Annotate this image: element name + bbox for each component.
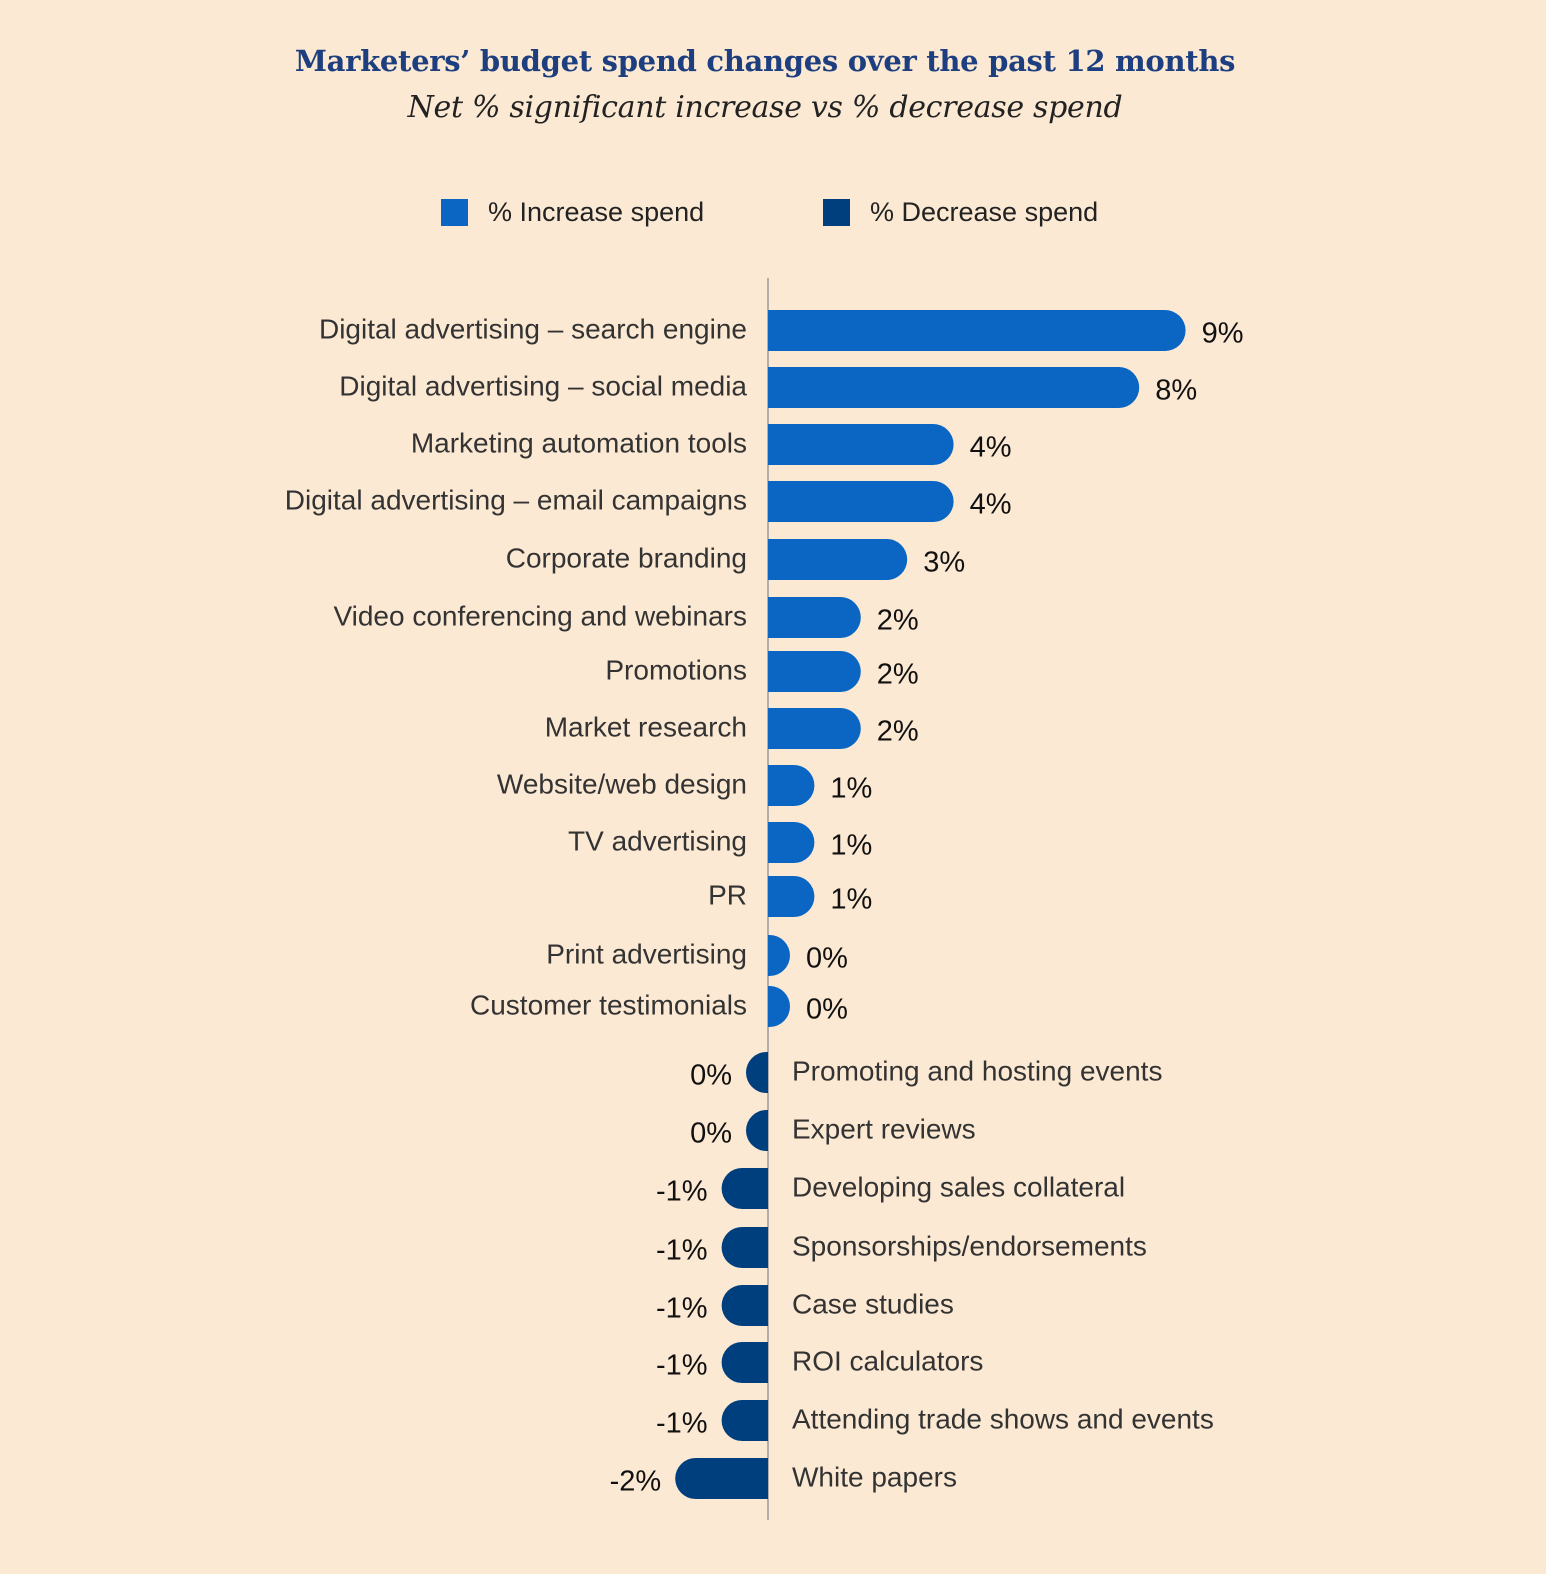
legend-item-decrease: % Decrease spend [823, 196, 1098, 228]
category-label: Promoting and hosting events [792, 1056, 1162, 1087]
value-label: 2% [877, 605, 919, 637]
category-label: Expert reviews [792, 1114, 976, 1145]
legend-label-decrease: % Decrease spend [870, 196, 1099, 227]
category-label: Digital advertising – email campaigns [285, 485, 747, 516]
category-label: ROI calculators [792, 1346, 983, 1377]
value-label: 1% [830, 884, 872, 916]
bar-increase [768, 651, 861, 692]
bar-increase [768, 986, 790, 1027]
category-label: Print advertising [546, 939, 747, 970]
bar-increase [768, 822, 815, 863]
bar-decrease [746, 1110, 768, 1151]
chart-title: Marketers’ budget spend changes over the… [294, 44, 1236, 78]
legend-label-increase: % Increase spend [488, 196, 705, 227]
bar-increase [768, 367, 1140, 408]
category-label: Promotions [605, 655, 747, 686]
value-label: 4% [970, 489, 1012, 521]
bar-increase [768, 597, 861, 638]
value-label: 8% [1155, 375, 1197, 407]
bar-decrease [721, 1342, 768, 1383]
category-label: White papers [792, 1462, 957, 1493]
category-label: Attending trade shows and events [792, 1404, 1214, 1435]
bar-increase [768, 310, 1186, 351]
bar-decrease [675, 1458, 768, 1499]
bar-increase [768, 539, 908, 580]
bar-decrease [721, 1168, 768, 1209]
value-label: -1% [656, 1176, 708, 1208]
category-label: Market research [545, 712, 747, 743]
value-label: 0% [690, 1118, 732, 1150]
category-label: Video conferencing and webinars [333, 601, 747, 632]
bar-increase [768, 765, 815, 806]
value-label: -2% [610, 1466, 662, 1498]
value-label: 9% [1202, 318, 1244, 350]
bar-decrease [721, 1400, 768, 1441]
value-label: 1% [830, 830, 872, 862]
bar-increase [768, 424, 954, 465]
bar-decrease [721, 1285, 768, 1326]
bar-increase [768, 708, 861, 749]
value-label: -1% [656, 1293, 708, 1325]
category-label: Digital advertising – search engine [319, 314, 747, 345]
category-label: Customer testimonials [470, 990, 747, 1021]
bar-increase [768, 480, 954, 522]
value-label: -1% [656, 1350, 708, 1382]
category-label: Digital advertising – social media [339, 371, 747, 402]
value-label: 0% [806, 994, 848, 1026]
legend-swatch-decrease [823, 198, 850, 226]
category-label: TV advertising [568, 826, 747, 857]
chart-subtitle: Net % significant increase vs % decrease… [407, 90, 1123, 125]
bar-increase [768, 935, 790, 976]
category-label: Marketing automation tools [411, 428, 747, 459]
value-label: 3% [923, 547, 965, 579]
category-label: Sponsorships/endorsements [792, 1231, 1147, 1262]
category-label: PR [708, 880, 747, 911]
value-label: -1% [656, 1235, 708, 1267]
value-label: -1% [656, 1408, 708, 1440]
bar-decrease [746, 1052, 768, 1093]
bar-increase [768, 876, 815, 917]
category-label: Developing sales collateral [792, 1172, 1125, 1203]
legend-item-increase: % Increase spend [441, 196, 704, 228]
category-label: Corporate branding [506, 543, 747, 574]
value-label: 0% [806, 943, 848, 975]
legend-swatch-increase [441, 198, 468, 226]
value-label: 1% [830, 773, 872, 805]
category-label: Website/web design [497, 769, 747, 800]
value-label: 4% [970, 432, 1012, 464]
value-label: 2% [877, 716, 919, 748]
value-label: 2% [877, 659, 919, 691]
value-label: 0% [690, 1060, 732, 1092]
category-label: Case studies [792, 1289, 954, 1320]
bar-decrease [721, 1227, 768, 1268]
